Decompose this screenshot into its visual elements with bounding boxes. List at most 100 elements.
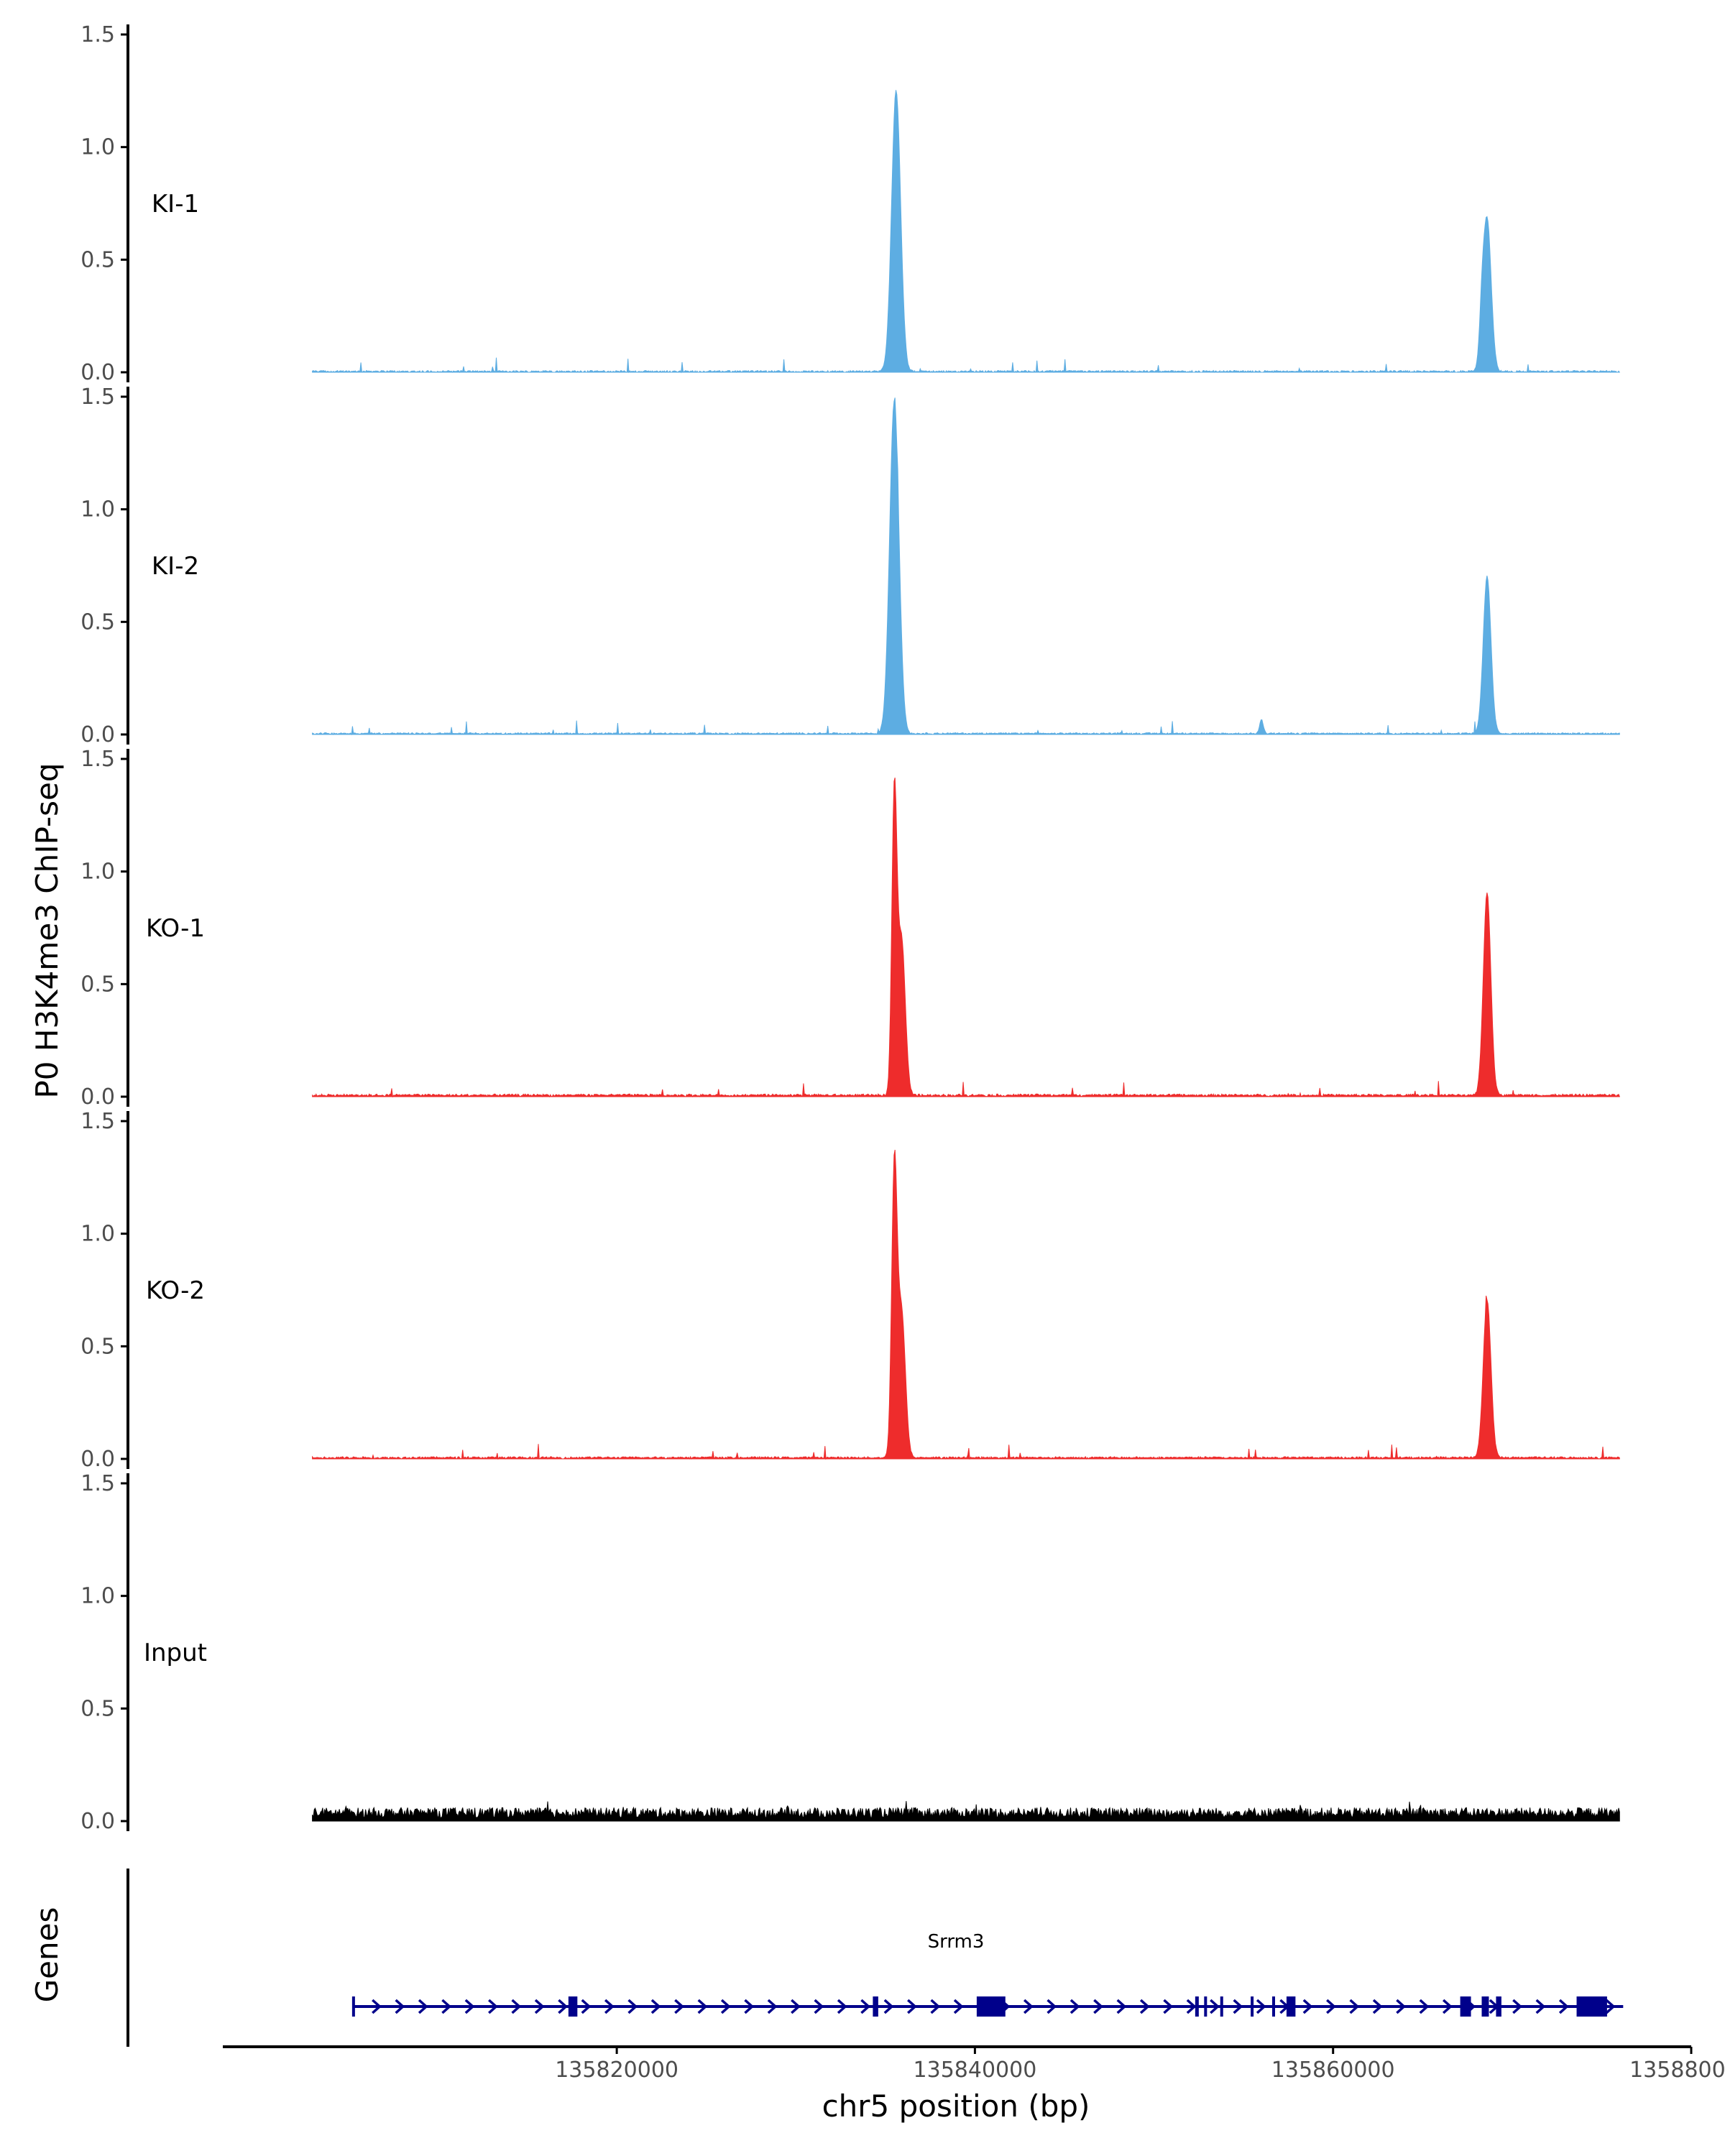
y-tick-label: 0.5 xyxy=(80,972,115,997)
x-tick-label: 135840000 xyxy=(914,2058,1037,2083)
y-tick-label: 1.0 xyxy=(80,497,115,522)
gene-exon xyxy=(1251,1996,1254,2017)
gene-exon xyxy=(1220,1996,1223,2017)
strand-arrow xyxy=(674,1999,684,2014)
strand-arrow xyxy=(650,1999,661,2014)
y-tick-label: 0.5 xyxy=(80,1334,115,1359)
strand-arrow xyxy=(1093,1999,1103,2014)
strand-arrow xyxy=(511,1999,522,2014)
strand-arrow xyxy=(1023,1999,1034,2014)
gene-exon xyxy=(1195,1996,1199,2017)
strand-arrow xyxy=(1163,1999,1174,2014)
strand-arrow xyxy=(1605,1999,1616,2014)
strand-arrow xyxy=(1046,1999,1057,2014)
gene-exon xyxy=(568,1996,578,2017)
strand-arrow xyxy=(1233,1999,1243,2014)
track-ki-2: 0.0 0.5 1.0 1.5 KI-2 xyxy=(80,384,1620,747)
track-label: KI-2 xyxy=(152,552,199,581)
track-label: KI-1 xyxy=(152,190,199,218)
strand-arrow xyxy=(418,1999,428,2014)
strand-arrow xyxy=(1442,1999,1453,2014)
strand-arrow xyxy=(860,1999,871,2014)
strand-arrow xyxy=(441,1999,452,2014)
x-tick-label: 135820000 xyxy=(555,2058,678,2083)
strand-arrow xyxy=(488,1999,498,2014)
strand-arrow xyxy=(953,1999,964,2014)
track-ko-1: 0.0 0.5 1.0 1.5 KO-1 xyxy=(80,747,1620,1110)
strand-arrow xyxy=(1070,1999,1080,2014)
strand-arrow xyxy=(814,1999,824,2014)
gene-exon xyxy=(1271,1996,1275,2017)
signal-area-ki-2 xyxy=(312,397,1620,736)
y-tick-label: 0.0 xyxy=(80,722,115,747)
strand-arrow xyxy=(1326,1999,1336,2014)
track-label: KO-1 xyxy=(146,914,205,943)
strand-arrow xyxy=(558,1999,568,2014)
genes-axis-title: Genes xyxy=(29,1907,65,2003)
strand-arrow xyxy=(395,1999,405,2014)
strand-arrow xyxy=(1535,1999,1546,2014)
strand-arrow xyxy=(1302,1999,1313,2014)
strand-arrow xyxy=(720,1999,731,2014)
gene-name-label: Srrm3 xyxy=(928,1931,985,1953)
strand-arrow xyxy=(1558,1999,1569,2014)
y-axis-title: P0 H3K4me3 ChIP-seq xyxy=(29,763,65,1098)
track-label: KO-2 xyxy=(146,1276,205,1305)
strand-arrow xyxy=(1116,1999,1127,2014)
gene-exon xyxy=(976,1996,1006,2017)
signal-area-ko-2 xyxy=(312,1149,1620,1460)
y-tick-label: 0.0 xyxy=(80,360,115,385)
strand-arrow xyxy=(930,1999,941,2014)
y-tick-label: 1.0 xyxy=(80,860,115,885)
gene-exon xyxy=(1576,1996,1607,2017)
y-tick-label: 1.5 xyxy=(80,1471,115,1496)
x-tick-label: 135860000 xyxy=(1271,2058,1395,2083)
strand-arrow xyxy=(1139,1999,1150,2014)
gene-exon xyxy=(1286,1996,1296,2017)
y-tick-label: 1.5 xyxy=(80,384,115,410)
gene-exon xyxy=(1496,1996,1501,2017)
strand-arrow xyxy=(627,1999,638,2014)
strand-arrow xyxy=(837,1999,847,2014)
y-tick-label: 1.0 xyxy=(80,135,115,160)
strand-arrow xyxy=(697,1999,708,2014)
gene-exon xyxy=(1481,1996,1489,2017)
y-tick-label: 1.0 xyxy=(80,1584,115,1609)
signal-area-ki-1 xyxy=(312,90,1620,374)
strand-arrow xyxy=(1372,1999,1383,2014)
gene-track: Genes Srrm3 xyxy=(29,1869,1624,2047)
y-tick-label: 0.0 xyxy=(80,1809,115,1834)
y-tick-label: 1.5 xyxy=(80,747,115,772)
track-ko-2: 0.0 0.5 1.0 1.5 KO-2 xyxy=(80,1109,1620,1472)
strand-arrow xyxy=(1186,1999,1197,2014)
strand-arrow xyxy=(1512,1999,1522,2014)
x-axis-title: chr5 position (bp) xyxy=(822,2088,1090,2124)
x-tick-label: 135880000 xyxy=(1629,2058,1725,2083)
strand-arrow xyxy=(604,1999,615,2014)
strand-arrow xyxy=(744,1999,755,2014)
x-axis: 135820000 135840000 135860000 135880000 xyxy=(223,2045,1725,2083)
strand-arrow xyxy=(791,1999,801,2014)
strand-arrow xyxy=(1419,1999,1430,2014)
strand-arrow xyxy=(883,1999,894,2014)
strand-arrow xyxy=(1349,1999,1360,2014)
track-input: 0.0 0.5 1.0 1.5 Input xyxy=(80,1471,1620,1834)
strand-arrow xyxy=(1396,1999,1406,2014)
y-tick-label: 0.5 xyxy=(80,609,115,635)
strand-arrow xyxy=(767,1999,778,2014)
strand-arrow xyxy=(907,1999,917,2014)
gene-exon xyxy=(873,1996,878,2017)
gene-exon xyxy=(1460,1996,1471,2017)
track-ki-1: 0.0 0.5 1.0 1.5 KI-1 xyxy=(80,22,1620,385)
strand-arrow xyxy=(1256,1999,1266,2014)
strand-arrow xyxy=(372,1999,382,2014)
gene-exon xyxy=(1204,1996,1208,2017)
strand-arrow xyxy=(464,1999,475,2014)
y-tick-label: 1.5 xyxy=(80,22,115,47)
strand-arrow xyxy=(581,1999,592,2014)
y-tick-label: 0.0 xyxy=(80,1447,115,1472)
y-tick-label: 0.5 xyxy=(80,247,115,272)
y-tick-label: 1.5 xyxy=(80,1109,115,1134)
track-label: Input xyxy=(144,1639,207,1667)
